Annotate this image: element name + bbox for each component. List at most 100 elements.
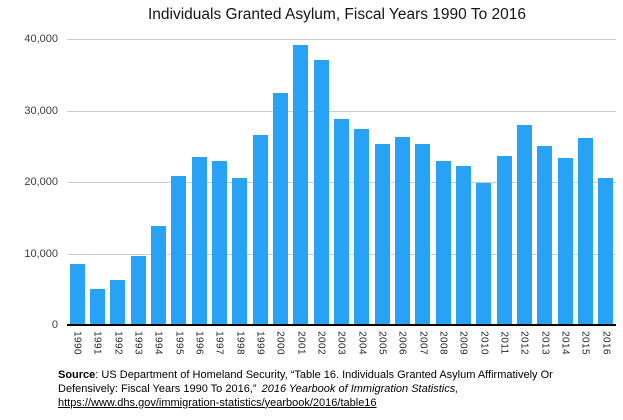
bar-1992 — [110, 279, 126, 325]
bar-2008 — [435, 160, 451, 325]
x-tick-cell: 1999 — [253, 328, 268, 364]
bar-2003 — [333, 119, 349, 325]
bar-1997 — [211, 160, 227, 325]
x-tick-cell: 2016 — [598, 328, 613, 364]
bar-2012 — [516, 124, 532, 325]
bar-1990 — [69, 264, 85, 325]
bar-1993 — [130, 256, 146, 325]
y-tick-label: 10,000 — [24, 247, 58, 260]
x-tick-cell: 2008 — [436, 328, 451, 364]
bar-2005 — [374, 144, 390, 325]
x-tick-label: 2008 — [437, 331, 449, 355]
x-tick-cell: 2014 — [558, 328, 573, 364]
x-tick-label: 2000 — [274, 331, 286, 355]
x-tick-cell: 1997 — [212, 328, 227, 364]
bar-2006 — [394, 136, 410, 325]
x-tick-cell: 2011 — [497, 328, 512, 364]
x-tick-cell: 2002 — [314, 328, 329, 364]
x-tick-label: 2013 — [539, 331, 551, 355]
x-tick-cell: 2007 — [415, 328, 430, 364]
x-tick-label: 1995 — [173, 331, 185, 355]
y-tick-label: 30,000 — [24, 104, 58, 117]
gridline — [67, 39, 616, 40]
x-tick-cell: 2013 — [537, 328, 552, 364]
x-tick-cell: 1996 — [192, 328, 207, 364]
x-tick-label: 1990 — [71, 331, 83, 355]
bar-1994 — [150, 226, 166, 325]
x-tick-cell: 1994 — [151, 328, 166, 364]
bar-1998 — [232, 177, 248, 325]
x-tick-label: 2003 — [335, 331, 347, 355]
bar-1995 — [171, 176, 187, 325]
x-tick-cell: 2015 — [578, 328, 593, 364]
x-tick-cell: 2000 — [273, 328, 288, 364]
bar-2013 — [537, 146, 553, 325]
bar-2016 — [598, 178, 614, 325]
source-label: Source — [58, 369, 96, 381]
source-text: : US Department of Homeland Security, “T… — [58, 369, 553, 395]
x-tick-label: 2009 — [457, 331, 469, 355]
x-tick-label: 2011 — [498, 331, 510, 355]
x-tick-cell: 2009 — [456, 328, 471, 364]
x-tick-label: 2006 — [396, 331, 408, 355]
x-tick-cell: 1990 — [70, 328, 85, 364]
bar-1991 — [89, 289, 105, 325]
y-tick-label: 20,000 — [24, 176, 58, 188]
bar-2004 — [354, 129, 370, 325]
chart-title: Individuals Granted Asylum, Fiscal Years… — [148, 6, 526, 23]
bar-2014 — [557, 157, 573, 325]
source-note: Source: US Department of Homeland Securi… — [58, 369, 592, 410]
x-tick-label: 2007 — [417, 331, 429, 355]
x-tick-label: 2012 — [518, 331, 530, 355]
y-tick-label: 0 — [51, 319, 58, 331]
bar-2009 — [455, 166, 471, 325]
plot-area — [67, 39, 616, 326]
bar-2015 — [577, 138, 593, 325]
bar-2000 — [272, 92, 288, 325]
x-tick-label: 1992 — [112, 331, 124, 355]
x-tick-cell: 2005 — [375, 328, 390, 364]
bar-1999 — [252, 134, 268, 325]
x-tick-cell: 2010 — [476, 328, 491, 364]
citation-italic: 2016 Yearbook of Immigration Statistics, — [261, 382, 459, 395]
x-tick-label: 2002 — [315, 331, 327, 355]
x-axis-labels: 1990 1991 1992 1993 1994 1995 1996 1997 1998 1999… — [67, 328, 616, 364]
bar-1996 — [191, 156, 207, 325]
x-tick-cell: 2004 — [354, 328, 369, 364]
x-tick-label: 1996 — [193, 331, 205, 355]
x-tick-label: 1994 — [152, 331, 164, 355]
x-tick-label: 1993 — [132, 331, 144, 355]
bar-2011 — [496, 156, 512, 325]
x-tick-label: 2016 — [600, 331, 612, 355]
x-tick-cell: 1995 — [171, 328, 186, 364]
x-tick-label: 2004 — [356, 331, 368, 355]
x-tick-label: 2001 — [295, 331, 307, 355]
gridline — [67, 110, 616, 112]
bar-2007 — [415, 144, 431, 325]
x-tick-cell: 2001 — [293, 328, 308, 364]
x-tick-label: 1998 — [234, 331, 246, 355]
source-link[interactable]: https://www.dhs.gov/immigration-statisti… — [58, 396, 377, 409]
x-tick-cell: 1998 — [232, 328, 247, 364]
x-tick-cell: 2012 — [517, 328, 532, 364]
x-tick-label: 2015 — [579, 331, 591, 355]
x-axis-line — [67, 324, 616, 326]
x-tick-label: 1999 — [254, 331, 266, 355]
x-tick-cell: 2006 — [395, 328, 410, 364]
bars — [67, 39, 616, 325]
x-tick-label: 2010 — [478, 331, 490, 355]
x-tick-label: 1991 — [91, 331, 103, 355]
y-tick-label: 40,000 — [24, 33, 58, 45]
bar-2010 — [476, 182, 492, 325]
x-tick-label: 2014 — [559, 331, 571, 355]
x-tick-cell: 2003 — [334, 328, 349, 364]
x-tick-cell: 1993 — [131, 328, 146, 364]
x-tick-label: 2005 — [376, 331, 388, 355]
bar-2001 — [293, 44, 309, 325]
x-tick-cell: 1991 — [90, 328, 105, 364]
bar-2002 — [313, 60, 329, 325]
x-tick-label: 1997 — [213, 331, 225, 355]
y-axis-labels: 40,000 30,000 20,000 10,000 0 — [0, 0, 58, 420]
x-tick-cell: 1992 — [110, 328, 125, 364]
